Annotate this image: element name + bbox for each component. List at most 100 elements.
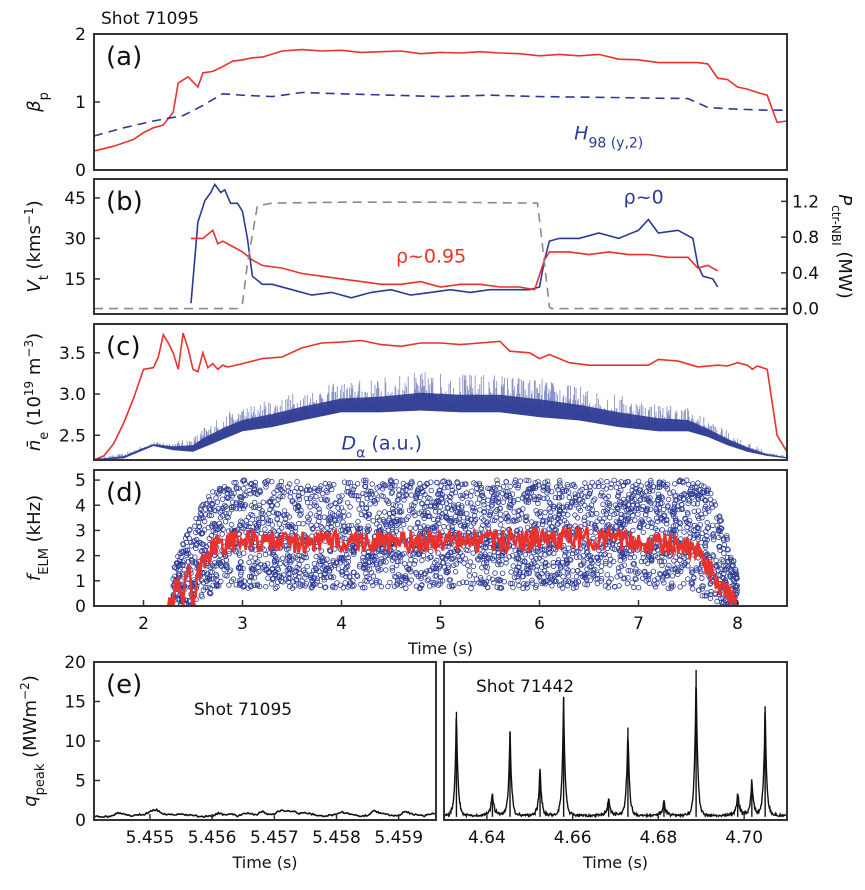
scatter-point <box>188 543 195 549</box>
scatter-point <box>598 563 605 569</box>
scatter-point <box>485 554 491 560</box>
scatter-point <box>595 483 602 490</box>
scatter-point <box>542 509 548 516</box>
scatter-point <box>287 494 293 500</box>
scatter-point <box>356 506 362 512</box>
scatter-point <box>240 477 247 483</box>
scatter-point <box>420 552 427 559</box>
scatter-point <box>653 506 659 512</box>
scatter-point <box>276 574 282 580</box>
y-tick-label: 1 <box>75 572 86 592</box>
scatter-point <box>357 562 363 568</box>
scatter-point <box>291 569 298 575</box>
scatter-point <box>463 481 469 487</box>
scatter-point <box>274 565 281 571</box>
scatter-point <box>689 579 695 585</box>
scatter-point <box>465 547 471 554</box>
scatter-point <box>210 528 216 534</box>
scatter-point <box>319 490 326 497</box>
scatter-point <box>324 525 330 531</box>
scatter-point <box>675 503 681 509</box>
scatter-point <box>503 479 509 485</box>
scatter-point <box>615 565 622 571</box>
scatter-point <box>516 516 523 522</box>
scatter-point <box>560 504 567 510</box>
scatter-point <box>542 479 548 485</box>
scatter-point <box>252 483 258 489</box>
scatter-point <box>485 522 491 528</box>
scatter-point <box>505 518 511 524</box>
scatter-point <box>373 562 380 568</box>
scatter-point <box>303 487 310 493</box>
scatter-point <box>618 479 624 485</box>
scatter-point <box>592 523 598 529</box>
scatter-point <box>589 560 595 566</box>
scatter-point <box>686 518 693 524</box>
y-tick-label: 15 <box>64 270 86 290</box>
y-axis-label-sub: ELM <box>37 548 52 575</box>
scatter-point <box>547 544 554 550</box>
scatter-point <box>434 479 440 486</box>
scatter-point <box>295 504 301 511</box>
scatter-point <box>584 582 590 588</box>
scatter-point <box>633 505 640 512</box>
scatter-point <box>565 567 571 573</box>
scatter-point <box>523 477 529 483</box>
scatter-point <box>589 479 595 486</box>
scatter-point <box>368 494 374 501</box>
scatter-point <box>497 522 504 528</box>
y-tick-label: 4 <box>75 496 86 516</box>
scatter-point <box>506 554 512 560</box>
y-tick-label: 15 <box>64 693 86 713</box>
scatter-point <box>414 490 420 496</box>
scatter-point <box>512 479 518 486</box>
scatter-point <box>262 526 268 532</box>
scatter-point <box>652 553 658 559</box>
scatter-point <box>299 578 305 584</box>
scatter-point <box>476 482 483 488</box>
scatter-point <box>724 533 730 539</box>
scatter-point <box>510 517 517 523</box>
scatter-point <box>714 564 720 570</box>
scatter-point <box>200 501 206 508</box>
y-axis-label-sub: t <box>37 275 52 280</box>
scatter-point <box>497 511 504 517</box>
scatter-point <box>205 524 212 531</box>
scatter-point <box>456 580 462 587</box>
scatter-point <box>223 564 230 570</box>
scatter-point <box>207 564 213 570</box>
scatter-point <box>269 478 275 485</box>
scatter-point <box>508 569 514 575</box>
scatter-point <box>196 523 202 530</box>
scatter-point <box>176 568 182 574</box>
scatter-point <box>375 565 381 571</box>
scatter-point <box>681 581 687 587</box>
scatter-point <box>529 577 535 584</box>
scatter-point <box>466 568 472 574</box>
scatter-point <box>213 573 220 579</box>
scatter-point <box>296 573 302 580</box>
scatter-point <box>587 577 593 583</box>
scatter-point <box>278 486 284 493</box>
scatter-point <box>513 482 519 489</box>
scatter-point <box>517 478 524 484</box>
series-mean-f-elm <box>167 524 739 606</box>
scatter-point <box>677 584 683 590</box>
scatter-point <box>600 501 606 508</box>
scatter-point <box>496 576 502 582</box>
scatter-point <box>685 558 691 564</box>
scatter-point <box>539 546 545 553</box>
scatter-point <box>604 572 610 578</box>
panel-tag: (b) <box>106 187 143 217</box>
scatter-point <box>459 503 465 509</box>
scatter-point <box>536 555 543 561</box>
scatter-point <box>462 556 469 562</box>
scatter-point <box>615 506 621 513</box>
scatter-point <box>624 512 630 519</box>
scatter-point <box>695 480 701 486</box>
scatter-point <box>444 553 450 559</box>
scatter-point <box>338 569 345 575</box>
scatter-point <box>516 564 522 570</box>
y2-axis-label-sub: ctr-NBI <box>829 205 843 246</box>
scatter-point <box>521 492 527 498</box>
